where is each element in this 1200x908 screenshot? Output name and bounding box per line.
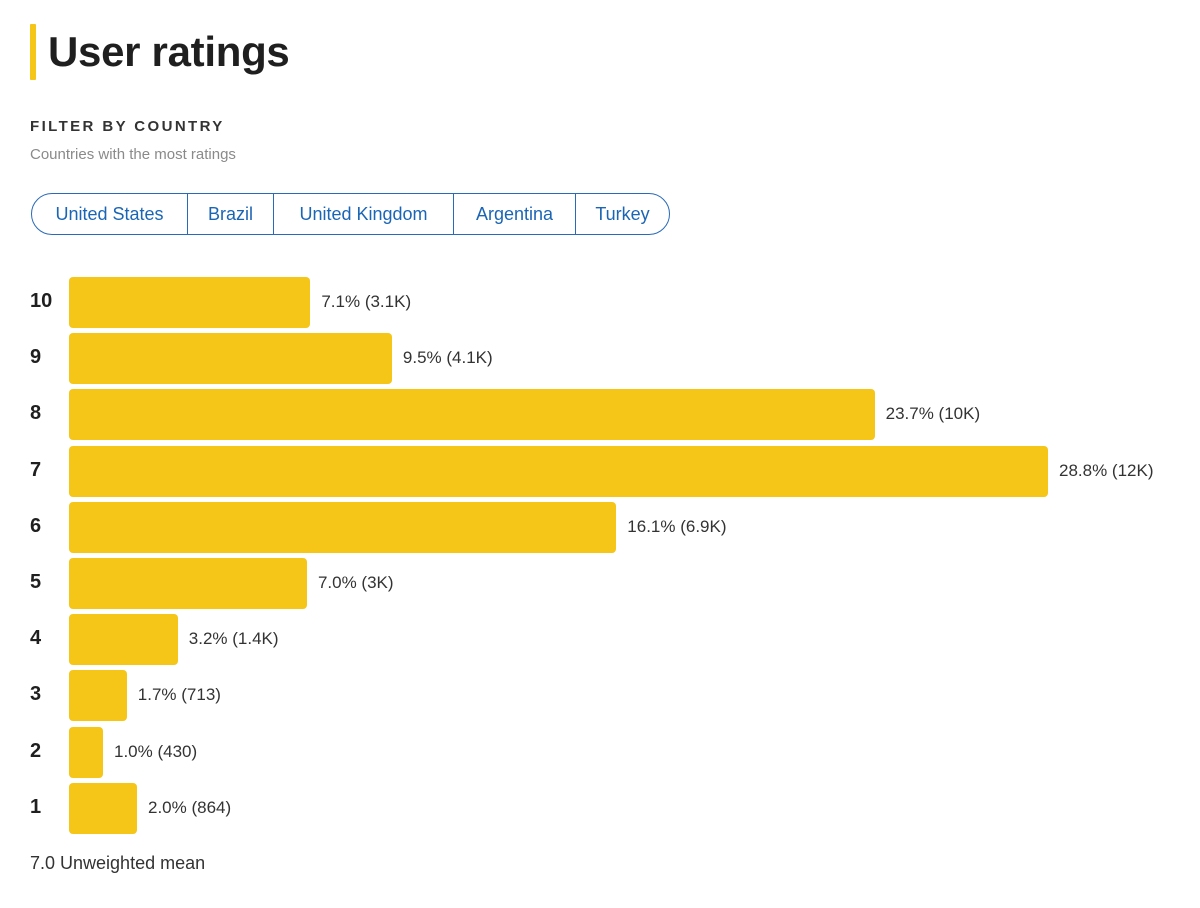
country-chip-argentina[interactable]: Argentina: [453, 194, 575, 234]
rating-value-label-10: 7.1% (3.1K): [321, 292, 412, 311]
rating-label-1: 1: [30, 795, 42, 818]
country-chip-united-states[interactable]: United States: [55, 203, 164, 224]
rating-label-5: 5: [30, 571, 42, 593]
rating-label-4: 4: [30, 627, 42, 650]
rating-value-label-5: 7.0% (3K): [317, 573, 394, 592]
unweighted-mean: 7.0 Unweighted mean: [30, 853, 206, 873]
rating-bar-2[interactable]: [69, 726, 103, 778]
rating-value-label-6: 16.1% (6.9K): [627, 516, 727, 536]
rating-bar-8[interactable]: [69, 389, 875, 441]
country-chip-united-kingdom[interactable]: United Kingdom: [273, 194, 453, 234]
rating-label-6: 6: [30, 514, 42, 537]
country-chip-brazil[interactable]: Brazil: [187, 194, 273, 234]
rating-bar-10[interactable]: [69, 277, 311, 328]
rating-label-9: 9: [30, 346, 42, 369]
title-accent-bar: [30, 24, 36, 80]
rating-bar-6[interactable]: [69, 501, 617, 553]
rating-label-10: 10: [30, 290, 53, 312]
page-title: User ratings: [48, 28, 290, 75]
rating-value-label-2: 1.0% (430): [113, 741, 198, 761]
rating-value-label-7: 28.8% (12K): [1059, 460, 1154, 480]
rating-value-label-1: 2.0% (864): [147, 797, 232, 817]
rating-bar-4[interactable]: [69, 614, 178, 666]
filter-subtitle: Countries with the most ratings: [30, 146, 236, 163]
rating-label-8: 8: [30, 402, 42, 425]
rating-bar-9[interactable]: [69, 333, 392, 385]
rating-value-label-8: 23.7% (10K): [885, 404, 981, 424]
rating-bar-5[interactable]: [69, 558, 307, 609]
rating-label-7: 7: [30, 458, 42, 481]
country-chip-turkey[interactable]: Turkey: [575, 194, 669, 234]
rating-label-3: 3: [30, 683, 42, 706]
country-filter-group: United States Brazil United Kingdom Arge…: [31, 193, 670, 235]
rating-label-2: 2: [30, 739, 42, 762]
filter-label: FILTER BY COUNTRY: [30, 118, 225, 135]
rating-value-label-3: 1.7% (713): [137, 685, 221, 705]
rating-bar-1[interactable]: [69, 782, 137, 834]
rating-bar-3[interactable]: [69, 670, 127, 722]
rating-value-label-9: 9.5% (4.1K): [402, 348, 493, 368]
rating-value-label-4: 3.2% (1.4K): [188, 629, 279, 649]
rating-bar-7[interactable]: [69, 445, 1048, 497]
page-header: User ratings: [30, 24, 290, 80]
